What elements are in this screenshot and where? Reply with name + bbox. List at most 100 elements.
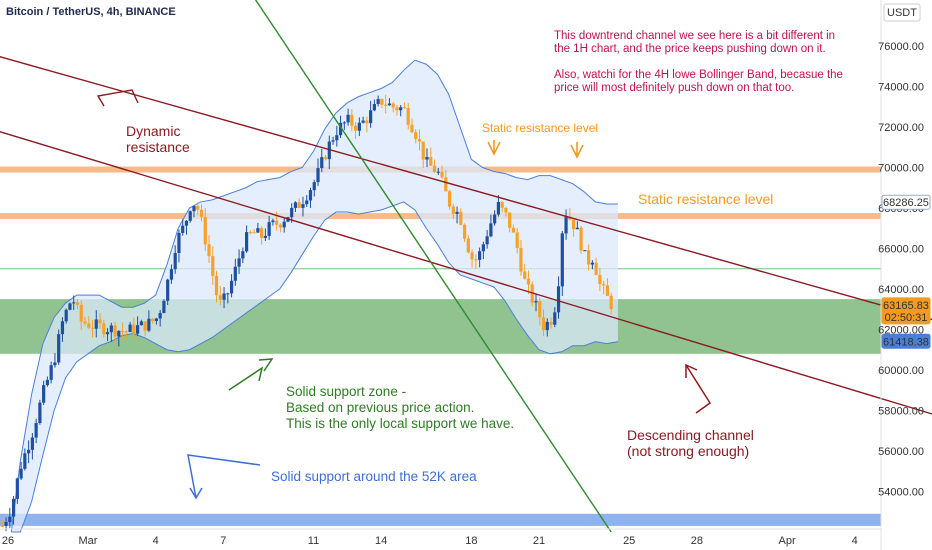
top-note-line5: price will most definitely push down on … (554, 82, 794, 94)
candle-body-38 (143, 321, 147, 331)
candle-body-112 (421, 141, 425, 160)
candle-body-13 (49, 365, 53, 380)
candle-body-1 (4, 521, 8, 527)
support-zone-line1: Solid support zone - (286, 384, 406, 399)
candle-body-130 (489, 223, 493, 237)
candle-body-17 (64, 309, 68, 322)
candle-body-78 (293, 202, 298, 208)
candle-body-129 (485, 236, 489, 245)
trendlines-layer (0, 0, 932, 533)
dynamic-resistance-line1: Dynamic (126, 123, 180, 139)
trendline-channel-lower (0, 130, 932, 415)
candle-body-151 (568, 216, 572, 220)
trendline-steep-green (254, 0, 612, 533)
candle-body-156 (587, 250, 591, 265)
candle-body-117 (440, 171, 444, 178)
annotation-top-note: This downtrend channel we see here is a … (554, 30, 843, 94)
candle-body-80 (301, 204, 305, 208)
candle-body-11 (42, 385, 46, 403)
static-resistance-large-label: Static resistance level (638, 191, 773, 207)
candle-body-52 (196, 206, 200, 210)
y-tick-label: 76000.00 (878, 41, 924, 53)
candle-body-60 (226, 293, 230, 295)
descending-channel-line2: (not strong enough) (627, 443, 749, 459)
candle-body-61 (229, 280, 234, 294)
candle-body-51 (192, 206, 196, 212)
candle-body-116 (436, 171, 440, 173)
bollinger-upper (10, 59, 618, 533)
candle-body-14 (53, 362, 57, 366)
candle-body-30 (113, 325, 117, 337)
price-badge-countdown: 02:50:31 (885, 312, 928, 324)
candle-body-29 (109, 325, 113, 333)
bollinger-band (10, 59, 619, 533)
x-tick-label: Mar (79, 535, 98, 547)
candle-body-37 (139, 321, 143, 326)
candle-body-21 (79, 304, 83, 322)
candle-body-91 (342, 122, 346, 124)
price-axis[interactable]: USDT 76000.0074000.0072000.0070000.00680… (878, 0, 931, 550)
candle-body-48 (181, 225, 185, 233)
y-tick-label: 54000.00 (878, 487, 924, 499)
candle-body-126 (474, 259, 478, 261)
x-tick-label: 4 (153, 535, 159, 547)
candle-body-142 (534, 301, 538, 303)
candle-body-67 (252, 232, 256, 234)
candle-body-83 (312, 182, 316, 191)
candle-body-133 (500, 202, 504, 208)
candle-body-63 (237, 258, 241, 267)
candle-body-2 (8, 516, 12, 522)
candle-body-73 (275, 220, 279, 225)
candle-body-24 (90, 327, 95, 329)
candle-body-136 (511, 227, 516, 233)
candle-body-135 (508, 212, 512, 228)
candle-body-93 (350, 114, 354, 126)
annotation-dynamic-resistance: Dynamic resistance (126, 123, 190, 155)
y-tick-label: 72000.00 (878, 122, 924, 134)
currency-badge[interactable] (883, 3, 921, 22)
y-tick-label: 58000.00 (878, 406, 924, 418)
candle-body-82 (308, 190, 313, 201)
candle-body-100 (376, 98, 380, 105)
price-badge-0 (881, 194, 931, 210)
candle-body-85 (320, 157, 324, 169)
candle-body-123 (462, 224, 467, 239)
candle-body-59 (222, 293, 226, 300)
x-tick-label: Apr (778, 535, 795, 547)
candle-body-25 (94, 319, 98, 329)
candle-body-108 (406, 107, 410, 125)
descending-channel-line1: Descending channel (627, 427, 754, 443)
candle-body-115 (432, 165, 437, 173)
candle-body-154 (579, 227, 583, 251)
candle-body-92 (346, 114, 350, 123)
candle-body-8 (30, 437, 34, 450)
candle-body-98 (369, 110, 373, 124)
y-tick-label: 66000.00 (878, 244, 924, 256)
candle-body-15 (57, 334, 61, 363)
candle-body-103 (387, 103, 392, 106)
candle-body-81 (305, 200, 309, 205)
candle-body-84 (316, 168, 320, 183)
support-zone-arrow (228, 366, 264, 391)
candles-layer (0, 94, 613, 532)
x-tick-label: 11 (308, 535, 319, 547)
candle-body-4 (15, 478, 19, 499)
support-zone-line3: This is the only local support we have. (286, 416, 514, 431)
candle-body-71 (267, 222, 271, 236)
time-axis[interactable]: 26 Mar 4 7 11 14 18 21 25 28 Apr 4 (0, 528, 881, 547)
annotation-descending-channel: Descending channel (not strong enough) (627, 427, 754, 459)
candle-body-79 (297, 202, 301, 208)
candle-body-28 (105, 332, 110, 335)
candle-body-62 (233, 266, 237, 281)
candle-body-39 (147, 318, 151, 331)
candle-body-12 (45, 379, 50, 386)
candle-body-114 (429, 156, 433, 166)
x-tick-label: 18 (465, 535, 477, 547)
candle-body-22 (83, 321, 87, 324)
bollinger-lower (11, 201, 619, 533)
price-badge-value-1: 63165.83 (883, 300, 929, 312)
candle-body-40 (151, 318, 155, 321)
candle-body-143 (538, 301, 542, 318)
candle-body-5 (19, 468, 23, 479)
